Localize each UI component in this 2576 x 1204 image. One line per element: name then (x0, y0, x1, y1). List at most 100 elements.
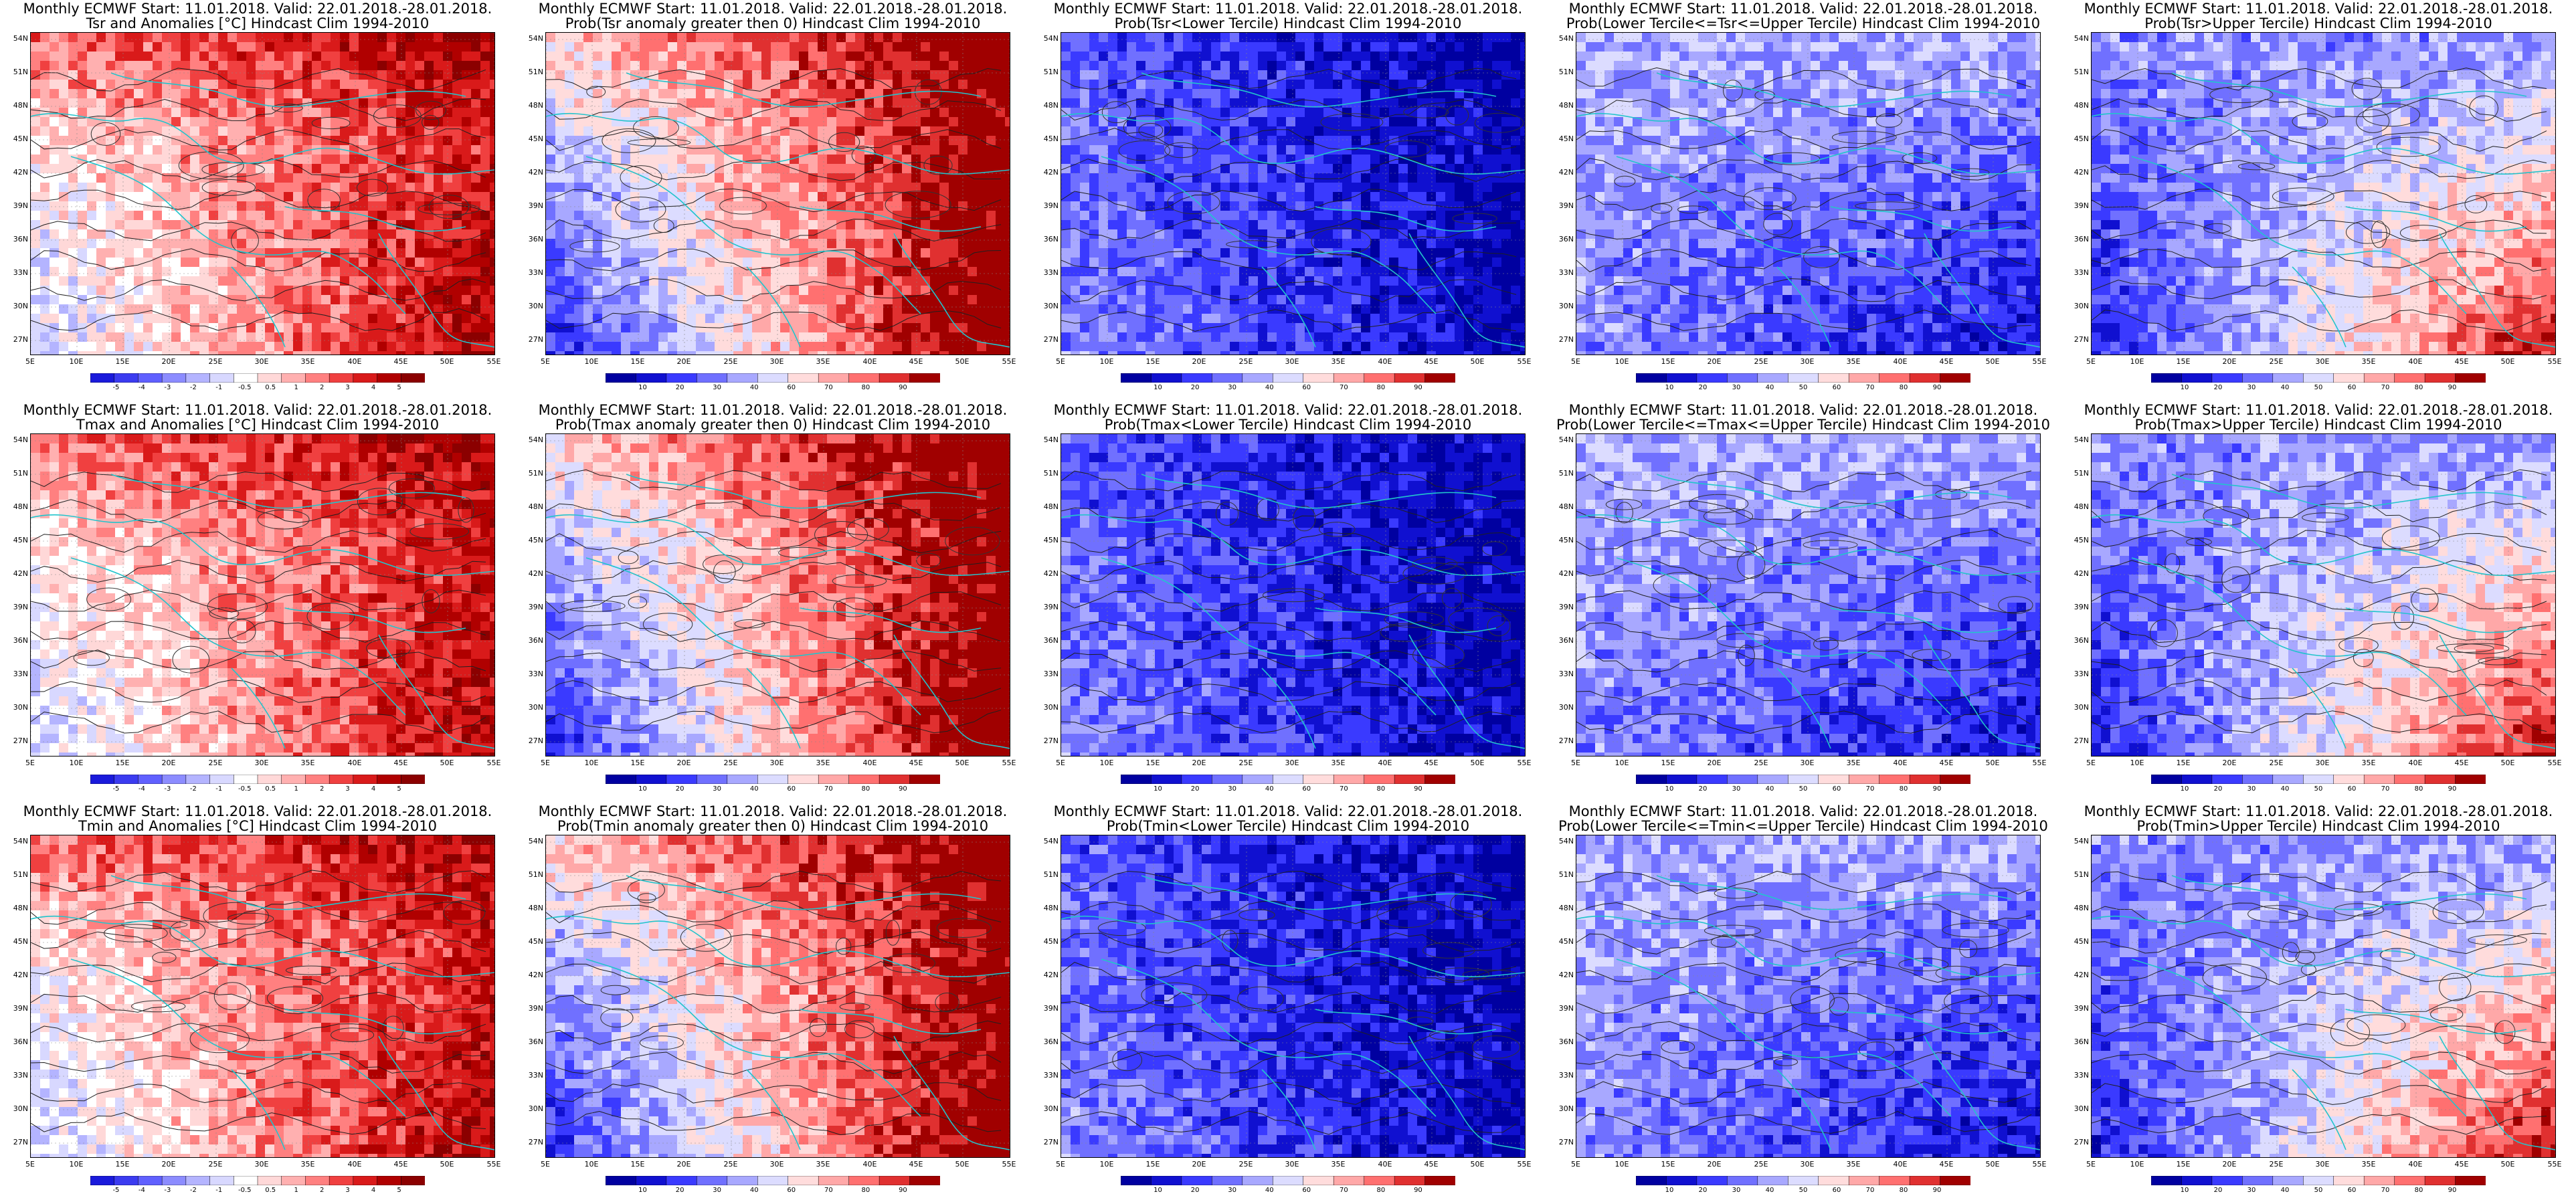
lat-label: 36N (1550, 235, 1574, 243)
lon-label: 25E (1234, 759, 1258, 767)
field-shading (1061, 835, 1525, 1157)
coastline (2171, 474, 2527, 509)
colorbar-segment (2363, 775, 2395, 784)
colorbar-segment (848, 373, 880, 383)
isoline (1576, 158, 2032, 181)
colorbar-segment (329, 1176, 354, 1185)
colorbar-label: 70 (1859, 1187, 1881, 1194)
colorbar-label: 20 (2207, 1187, 2229, 1194)
isoline (2092, 530, 2547, 554)
lon-label: 15E (1656, 357, 1680, 366)
orography-contour (885, 191, 951, 219)
isoline (2092, 991, 2547, 1014)
colorbar-segment (1909, 1176, 1941, 1185)
lon-label: 15E (1656, 1160, 1680, 1169)
colorbar-label: 90 (2441, 785, 2464, 793)
orography-contour (2186, 538, 2212, 546)
orography-contour (1462, 969, 1518, 980)
lon-label: 10E (1610, 1160, 1634, 1169)
colorbar-label: 10 (1658, 785, 1681, 793)
lon-label: 15E (626, 357, 650, 366)
isoline (1576, 500, 2032, 522)
lon-label: 15E (626, 759, 650, 767)
forecast-map (2091, 835, 2556, 1158)
orography-contour (627, 879, 665, 901)
orography-contour (1935, 965, 1978, 981)
lon-label: 5E (533, 759, 557, 767)
lat-label: 39N (1034, 603, 1059, 611)
isoline (546, 128, 1002, 151)
colorbar-segment (90, 775, 115, 784)
coastline (2439, 233, 2555, 348)
lon-label: 50E (1981, 759, 2005, 767)
colorbar-segment (727, 373, 758, 383)
lon-label: 40E (343, 1160, 367, 1169)
orography-contour (1450, 890, 1492, 918)
lat-label: 54N (2065, 34, 2089, 43)
coastline (1141, 474, 1497, 509)
panel-title-line1: Monthly ECMWF Start: 11.01.2018. Valid: … (2061, 403, 2576, 417)
colorbar-segment (1364, 775, 1395, 784)
colorbar-segment (1879, 775, 1910, 784)
colorbar-segment (1242, 373, 1273, 383)
isoline (2092, 1051, 2547, 1075)
isoline (31, 98, 486, 122)
coastline (378, 634, 494, 749)
lon-label: 45E (904, 357, 928, 366)
lon-label: 5E (533, 357, 557, 366)
coastline (800, 1009, 982, 1035)
isoline (1576, 621, 2032, 642)
lon-label: 10E (2125, 357, 2149, 366)
colorbar-label: 50 (1792, 785, 1815, 793)
orography-contour (883, 953, 935, 973)
orography-contour (2464, 195, 2488, 213)
colorbar-label: 30 (1725, 1187, 1748, 1194)
isoline (546, 1082, 1002, 1104)
field-shading (546, 434, 1010, 756)
colorbar (1121, 1176, 1455, 1185)
panel-title-line2: Prob(Lower Tercile<=Tmin<=Upper Tercile)… (1546, 819, 2061, 833)
lon-label: 50E (1465, 357, 1489, 366)
orography-contour (600, 985, 630, 995)
lat-label: 30N (1034, 302, 1059, 310)
orography-contour (373, 104, 422, 128)
lon-label: 15E (110, 1160, 134, 1169)
orography-contour (844, 1020, 875, 1039)
field-shading (2092, 33, 2555, 355)
colorbar-segment (353, 775, 378, 784)
colorbar (1636, 373, 1970, 383)
colorbar-label: 80 (1370, 384, 1392, 391)
colorbar-label: 40 (2274, 1187, 2296, 1194)
lat-label: 27N (2065, 335, 2089, 344)
colorbar-label: 90 (2441, 384, 2464, 391)
colorbar-segment (818, 1176, 850, 1185)
lat-label: 39N (1034, 1004, 1059, 1013)
lat-label: 48N (519, 101, 543, 110)
colorbar-label: -1 (207, 1187, 230, 1194)
isoline (1576, 1021, 2032, 1041)
isoline (1061, 870, 1517, 894)
lat-label: 33N (2065, 268, 2089, 277)
orography-contour (851, 146, 877, 165)
lat-label: 48N (4, 502, 28, 511)
orography-contour (257, 509, 310, 530)
colorbar-segment (1121, 373, 1152, 383)
colorbar-label: 30 (2240, 1187, 2263, 1194)
coastline (1261, 668, 1316, 749)
orography-contour (1912, 649, 1951, 662)
orography-contour (178, 151, 244, 179)
lon-label: 55E (997, 759, 1021, 767)
lon-label: 35E (2357, 759, 2381, 767)
isoline (546, 248, 1002, 272)
isoline (1576, 470, 2032, 492)
lon-label: 15E (110, 759, 134, 767)
colorbar-label: -3 (156, 384, 179, 391)
lon-label: 25E (1749, 759, 1773, 767)
lat-label: 36N (1034, 636, 1059, 645)
colorbar-segment (377, 1176, 401, 1185)
coastline (1061, 112, 1525, 175)
lon-label: 30E (2310, 1160, 2334, 1169)
colorbar-segment (1212, 373, 1243, 383)
orography-contour (2333, 903, 2385, 916)
colorbar-segment (909, 1176, 940, 1185)
